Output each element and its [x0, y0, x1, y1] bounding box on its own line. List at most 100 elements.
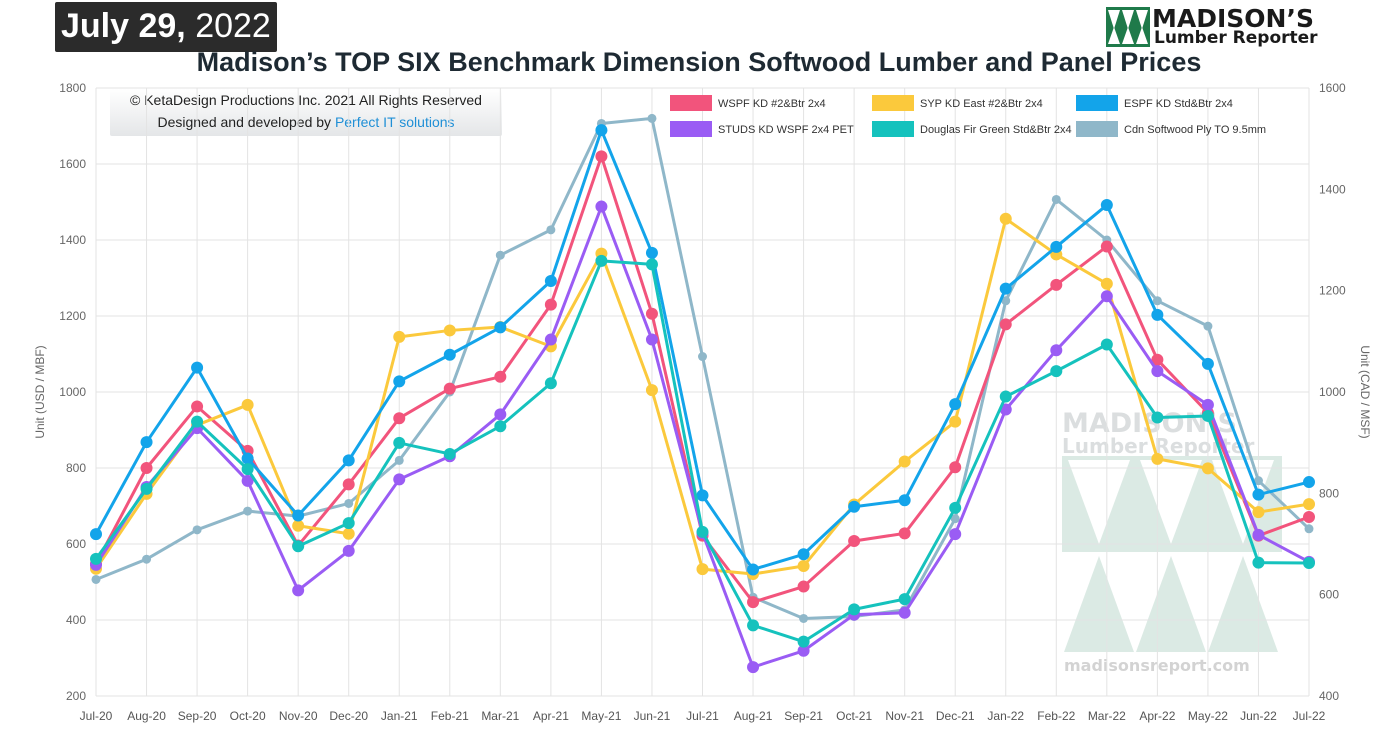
madisons-logo: MADISON’S Lumber Reporter [1106, 4, 1336, 48]
data-point [747, 563, 760, 576]
data-point [898, 606, 911, 619]
data-point [241, 463, 254, 476]
data-point [696, 525, 709, 538]
logo-subtitle: Lumber Reporter [1154, 28, 1318, 48]
data-point [1253, 476, 1263, 486]
legend-label: Douglas Fir Green Std&Btr 2x4 [920, 124, 1072, 136]
data-point [898, 527, 911, 540]
data-point [1051, 194, 1061, 204]
data-point [292, 584, 305, 597]
y-tick-label-right: 1000 [1319, 385, 1346, 399]
data-point [1152, 296, 1162, 306]
data-point [342, 527, 355, 540]
y-tick-label-right: 800 [1319, 486, 1339, 500]
data-point [494, 370, 507, 383]
legend-item: WSPF KD #2&Btr 2x4 [670, 95, 826, 111]
date-year: 2022 [195, 7, 271, 45]
data-point [544, 377, 557, 390]
data-point [1050, 365, 1063, 378]
data-point [999, 318, 1012, 331]
data-point [645, 333, 658, 346]
x-tick-label: Apr-22 [1139, 709, 1175, 723]
data-point [90, 528, 102, 541]
data-point [191, 361, 204, 374]
y-axis-title-right: Unit (CAD / MSF) [1358, 345, 1372, 438]
x-tick-label: Jul-21 [686, 709, 719, 723]
data-point [393, 473, 406, 486]
data-point [698, 352, 707, 362]
data-point [1050, 278, 1063, 291]
legend-swatch [872, 95, 914, 111]
data-point [1252, 488, 1265, 501]
data-point [1100, 338, 1113, 351]
data-point [292, 540, 305, 553]
data-point [595, 124, 608, 137]
legend-swatch [670, 121, 712, 137]
data-point [494, 420, 507, 433]
x-tick-label: Dec-21 [936, 709, 975, 723]
data-point [393, 330, 406, 343]
data-point [595, 200, 608, 213]
copyright-line: © KetaDesign Productions Inc. 2021 All R… [130, 92, 482, 108]
data-point [1151, 365, 1164, 378]
x-tick-label: Jun-21 [634, 709, 671, 723]
data-point [848, 603, 861, 616]
data-point [546, 225, 556, 235]
logo-trees-icon [1106, 7, 1150, 47]
copyright-box: © KetaDesign Productions Inc. 2021 All R… [110, 89, 502, 136]
legend-swatch [1076, 95, 1118, 111]
data-point [949, 398, 962, 411]
legend-item: SYP KD East #2&Btr 2x4 [872, 95, 1043, 111]
data-point [393, 412, 406, 425]
series-group [90, 124, 1315, 576]
x-tick-label: Nov-21 [885, 709, 924, 723]
data-point [797, 644, 810, 657]
data-point [494, 321, 507, 334]
data-point [1151, 353, 1164, 366]
x-tick-label: Sep-20 [178, 709, 217, 723]
data-point [443, 382, 456, 395]
x-tick-label: Aug-21 [734, 709, 773, 723]
y-tick-label-left: 800 [66, 461, 86, 475]
data-point [999, 282, 1012, 295]
y-tick-label-right: 400 [1319, 689, 1339, 703]
data-point [90, 552, 102, 565]
data-point [949, 461, 962, 474]
chart-grid [95, 87, 1310, 697]
y-axis-title-left: Unit (USD / MBF) [33, 345, 47, 438]
data-point [393, 436, 406, 449]
y-tick-label-left: 1800 [59, 81, 86, 95]
data-point [999, 212, 1012, 225]
data-point [1151, 308, 1164, 321]
x-tick-label: Feb-22 [1037, 709, 1075, 723]
data-point [544, 298, 557, 311]
data-point [747, 661, 760, 674]
data-point [140, 436, 153, 449]
x-tick-label: Nov-20 [279, 709, 318, 723]
data-point [292, 509, 305, 522]
data-point [241, 398, 254, 411]
x-tick-label: Sep-21 [784, 709, 823, 723]
credit-link[interactable]: Perfect IT solutions [334, 114, 455, 130]
legend-item: Douglas Fir Green Std&Btr 2x4 [872, 121, 1072, 137]
legend-item: STUDS KD WSPF 2x4 PET [670, 121, 854, 137]
data-point [140, 482, 153, 495]
data-point [394, 455, 404, 465]
credit-line: Designed and developed by Perfect IT sol… [110, 111, 502, 133]
data-point [142, 554, 152, 564]
data-point [645, 307, 658, 320]
x-tick-label: Jul-22 [1293, 709, 1326, 723]
data-point [192, 525, 202, 535]
data-point [898, 455, 911, 468]
x-tick-label: Jul-20 [80, 709, 113, 723]
credit-prefix: Designed and developed by [157, 114, 335, 130]
data-point [1201, 409, 1214, 422]
data-point [696, 489, 709, 502]
data-point [1201, 357, 1214, 370]
data-point [799, 613, 809, 623]
y-tick-label-left: 1600 [59, 157, 86, 171]
data-point [747, 596, 760, 609]
data-point [1100, 290, 1113, 303]
legend-item: ESPF KD Std&Btr 2x4 [1076, 95, 1233, 111]
